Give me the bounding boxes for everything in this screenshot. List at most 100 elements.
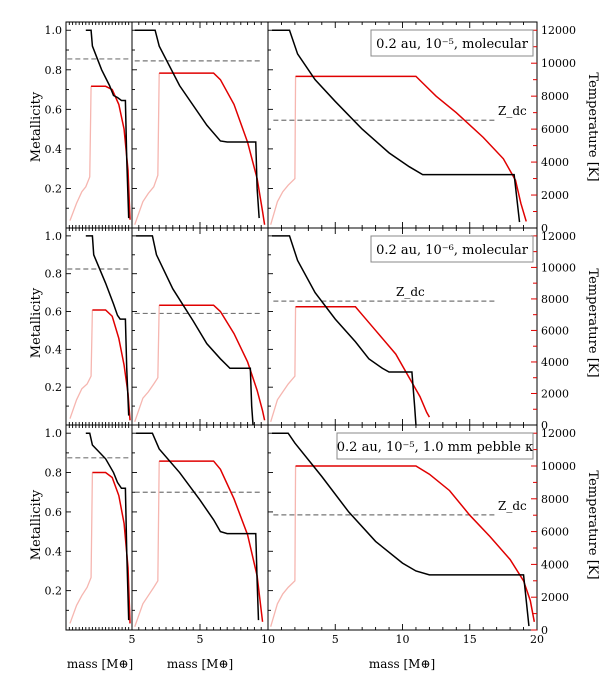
x-tick-label: 15 (463, 633, 477, 646)
annotation-frame (370, 29, 534, 57)
panel-plot (67, 29, 131, 221)
z-tick-label: 0.4 (45, 545, 63, 558)
metallicity-line (85, 432, 130, 621)
panel-frame (65, 21, 133, 229)
annotation-box: 0.2 au, 10⁻⁵, 1.0 mm pebble κ (336, 432, 534, 460)
t-tick-label: 4000 (541, 356, 569, 369)
annotation-text: 0.2 au, 10⁻⁶, molecular (376, 243, 529, 258)
t-tick-label: 10000 (541, 57, 576, 70)
panel-frame (131, 227, 269, 426)
panel-r3-c2: 5 10 (131, 424, 275, 646)
temperature-line (295, 465, 536, 622)
metallicity-line (272, 235, 417, 425)
t-tick-label: 8000 (541, 90, 569, 103)
z-tick-label: 0.2 (45, 381, 63, 394)
panel-r2-c3 (267, 227, 538, 426)
temperature-light-line (270, 465, 297, 627)
panel-r2-c2 (131, 227, 269, 426)
temperature-line (91, 85, 131, 220)
t-tick-label: 4000 (541, 558, 569, 571)
x-tick-label: 10 (261, 633, 275, 646)
annotation-frame (336, 432, 534, 460)
temperature-line (159, 460, 264, 622)
z-tick-label: 1.0 (45, 230, 63, 243)
chart-row-1: 0.2 0.4 0.6 0.8 1.0 0 2000 4000 6000 8000 10000 120… (45, 21, 576, 235)
t-tick-label: 0 (541, 624, 548, 637)
z-tick-label: 0.8 (45, 268, 63, 281)
zdc-label: Z_dc (498, 104, 527, 118)
panel-plot (134, 432, 264, 627)
metallicity-line (272, 432, 530, 627)
metallicity-line (136, 235, 254, 425)
panel-r1-c1 (65, 21, 133, 229)
z-tick-label: 0.2 (45, 182, 63, 195)
temperature-light-line (134, 461, 160, 627)
xlabel-col3: mass [M⊕] (369, 657, 435, 671)
t-tick-label: 6000 (541, 123, 569, 136)
metallicity-line (134, 29, 260, 219)
panel-r2-c1 (65, 227, 133, 426)
t-tick-label: 6000 (541, 526, 569, 539)
panel-r3-c1: 5 (65, 424, 136, 646)
z-tick-label: 0.4 (45, 143, 63, 156)
z-tick-label: 0.8 (45, 467, 63, 480)
x-tick-label: 10 (396, 633, 410, 646)
t-tick-label: 10000 (541, 460, 576, 473)
t-tick-label: 10000 (541, 261, 576, 274)
panel-plot (134, 235, 266, 425)
z-tick-label: 0.4 (45, 343, 63, 356)
temperature-light-line (134, 73, 160, 225)
t-tick-label: 0 (541, 419, 548, 432)
ylabel-left-row3: Metallicity (29, 489, 44, 560)
t-tick-label: 8000 (541, 493, 569, 506)
t-tick-label: 6000 (541, 324, 569, 337)
ylabel-left-row2: Metallicity (29, 287, 44, 358)
z-tick-label: 0.2 (45, 585, 63, 598)
t-tick-label: 4000 (541, 156, 569, 169)
annotation-frame (370, 235, 534, 263)
xlabel-col1: mass [M⊕] (67, 657, 133, 671)
annotation-text: 0.2 au, 10⁻⁵, 1.0 mm pebble κ (337, 440, 533, 455)
x-tick-label: 5 (197, 633, 204, 646)
panel-r3-c3: 5 10 15 20 (267, 424, 544, 646)
panel-plot (270, 29, 527, 225)
panel-frame (65, 227, 133, 426)
panel-plot (67, 432, 131, 624)
panel-frame (65, 424, 133, 631)
z-tick-label: 0.6 (45, 506, 63, 519)
t-tick-label: 12000 (541, 427, 576, 440)
z-tick-label: 1.0 (45, 427, 63, 440)
panel-frame (131, 21, 269, 229)
temperature-light-line (134, 305, 160, 423)
temperature-light-line (270, 76, 297, 225)
chart-row-3: 5 5 10 5 10 15 20 0.2 0.4 0.6 0.8 1.0 0 2000 4000 6000 8… (45, 424, 576, 646)
chart-row-2: 0.2 0.4 0.6 0.8 1.0 0 2000 4000 6000 8000 10000 120… (45, 227, 576, 432)
temperature-line (295, 306, 431, 418)
panel-plot (270, 235, 497, 425)
zdc-label: Z_dc (498, 499, 527, 513)
x-tick-label: 5 (332, 633, 339, 646)
temperature-line (159, 304, 266, 421)
z-tick-label: 0.8 (45, 64, 63, 77)
temperature-light-line (270, 306, 297, 423)
panel-plot (67, 235, 131, 421)
z-tick-label: 1.0 (45, 24, 63, 37)
annotation-box: 0.2 au, 10⁻⁶, molecular (370, 235, 534, 263)
temperature-light-line (69, 472, 94, 624)
temperature-line (159, 72, 266, 225)
xlabel-col2: mass [M⊕] (167, 657, 233, 671)
annotation-text: 0.2 au, 10⁻⁵, molecular (376, 37, 529, 52)
annotation-box: 0.2 au, 10⁻⁵, molecular (370, 29, 534, 57)
ylabel-right-row1: Temperature [K] (585, 72, 600, 181)
z-tick-label: 0.6 (45, 103, 63, 116)
metallicity-line (85, 235, 130, 416)
t-tick-label: 12000 (541, 230, 576, 243)
panel-r1-c2 (131, 21, 269, 229)
panel-plot (270, 432, 536, 627)
x-tick-label: 20 (530, 633, 544, 646)
ylabel-left-row1: Metallicity (29, 91, 44, 162)
temperature-light-line (69, 309, 94, 419)
metallicity-line (136, 432, 260, 621)
ylabel-right-row3: Temperature [K] (585, 470, 600, 579)
